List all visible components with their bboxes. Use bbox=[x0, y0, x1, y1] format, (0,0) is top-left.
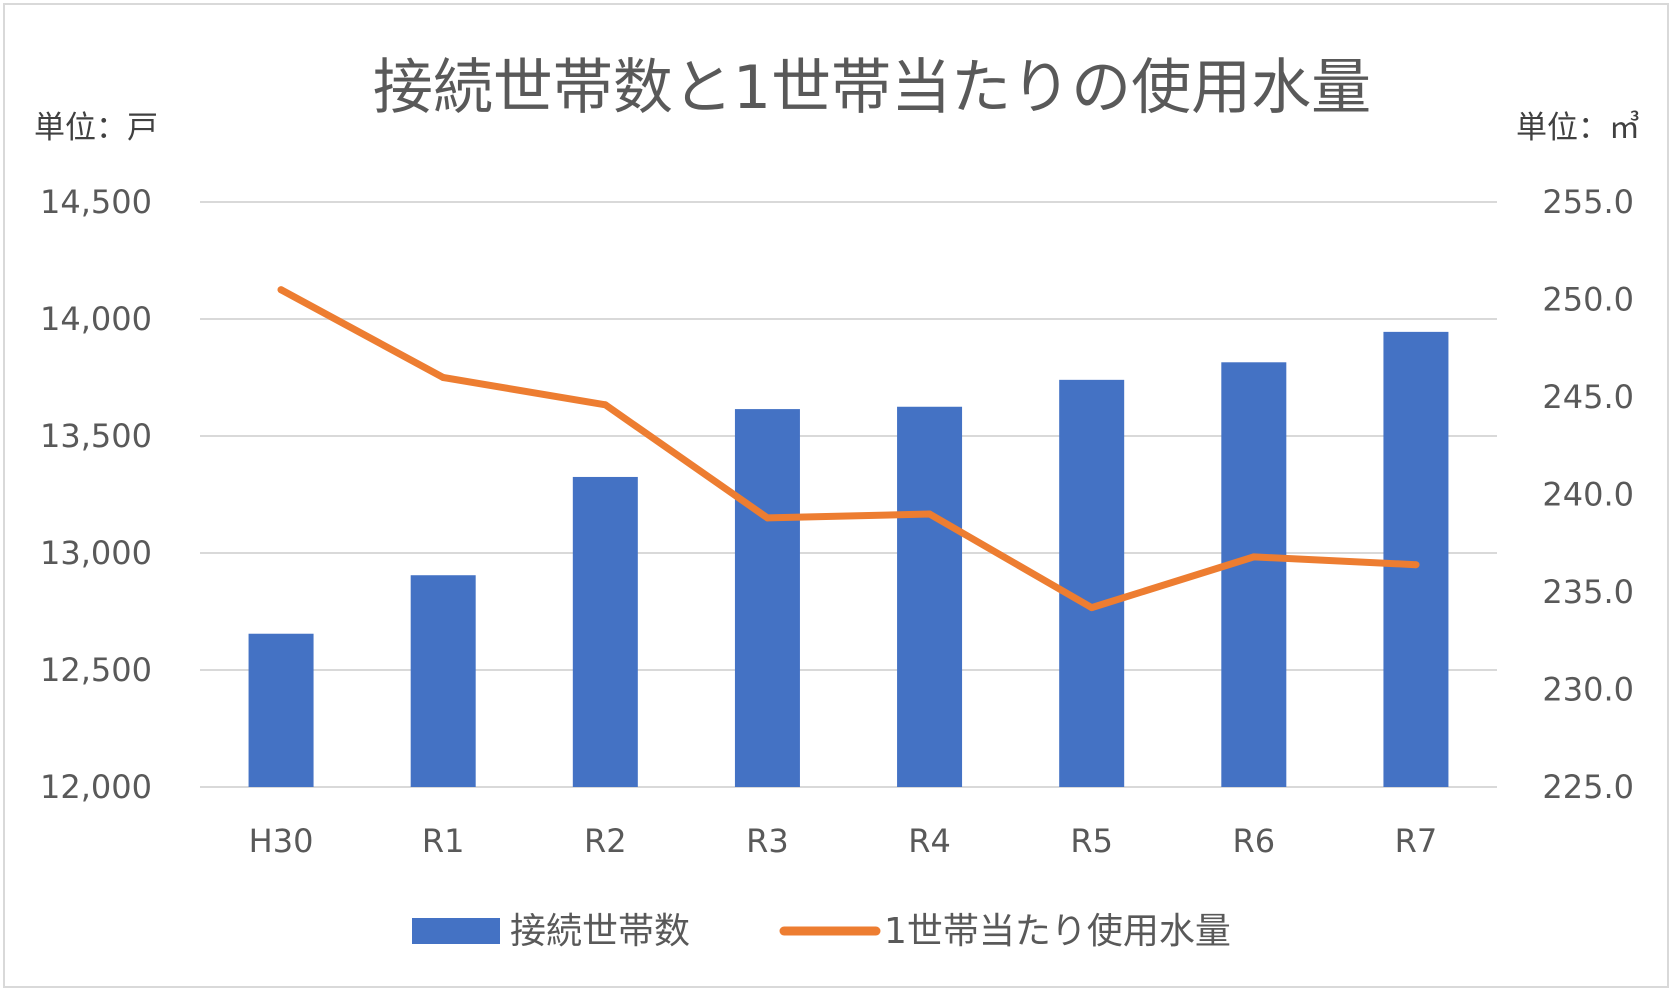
right-tick-label: 225.0 bbox=[1542, 768, 1634, 806]
series-line bbox=[277, 286, 1420, 612]
bar bbox=[1059, 379, 1125, 787]
bar bbox=[734, 409, 800, 787]
category-label: R5 bbox=[1070, 822, 1113, 860]
legend-bar-label: 接続世帯数 bbox=[510, 911, 690, 952]
right-tick-label: 250.0 bbox=[1542, 281, 1634, 319]
right-tick-label: 240.0 bbox=[1542, 476, 1634, 514]
left-axis-ticks: 12,000 12,500 13,000 13,500 14,000 14,500 bbox=[40, 183, 152, 806]
line-point bbox=[926, 510, 934, 518]
category-label: R6 bbox=[1233, 822, 1276, 860]
bar bbox=[1383, 331, 1449, 787]
line-point bbox=[277, 286, 285, 294]
left-tick-label: 12,500 bbox=[40, 651, 152, 689]
category-label: R2 bbox=[584, 822, 627, 860]
legend-line-label: 1世帯当たり使用水量 bbox=[884, 911, 1231, 952]
bar-series bbox=[248, 331, 1449, 787]
legend: 接続世帯数 1世帯当たり使用水量 bbox=[412, 911, 1231, 952]
left-tick-label: 12,000 bbox=[40, 768, 152, 806]
line-point bbox=[601, 401, 609, 409]
right-axis-ticks: 225.0 230.0 235.0 240.0 245.0 250.0 255.0 bbox=[1542, 183, 1634, 806]
right-axis-unit: 単位：㎥ bbox=[1516, 110, 1640, 146]
legend-bar-swatch bbox=[412, 918, 500, 944]
category-label: R3 bbox=[746, 822, 789, 860]
gridlines bbox=[200, 201, 1497, 788]
right-tick-label: 235.0 bbox=[1542, 573, 1634, 611]
line-point bbox=[1250, 553, 1258, 561]
right-tick-label: 245.0 bbox=[1542, 378, 1634, 416]
bar bbox=[1221, 362, 1287, 787]
bar bbox=[897, 406, 963, 787]
line-point bbox=[763, 514, 771, 522]
line-point bbox=[1412, 561, 1420, 569]
bar bbox=[410, 575, 476, 787]
left-axis-unit: 単位：戸 bbox=[34, 110, 158, 146]
right-tick-label: 230.0 bbox=[1542, 671, 1634, 709]
bar bbox=[248, 633, 314, 787]
left-tick-label: 13,500 bbox=[40, 417, 152, 455]
category-label: R1 bbox=[422, 822, 465, 860]
right-tick-label: 255.0 bbox=[1542, 183, 1634, 221]
left-tick-label: 14,500 bbox=[40, 183, 152, 221]
chart-title: 接続世帯数と1世帯当たりの使用水量 bbox=[373, 53, 1371, 123]
category-label: H30 bbox=[249, 822, 314, 860]
line-point bbox=[439, 374, 447, 381]
category-label: R4 bbox=[908, 822, 951, 860]
line-series bbox=[277, 286, 1420, 612]
left-tick-label: 14,000 bbox=[40, 300, 152, 338]
bar bbox=[572, 476, 638, 787]
left-tick-label: 13,000 bbox=[40, 534, 152, 572]
category-labels: H30 R1 R2 R3 R4 R5 R6 R7 bbox=[249, 822, 1438, 860]
line-point bbox=[1088, 604, 1096, 612]
category-label: R7 bbox=[1395, 822, 1438, 860]
